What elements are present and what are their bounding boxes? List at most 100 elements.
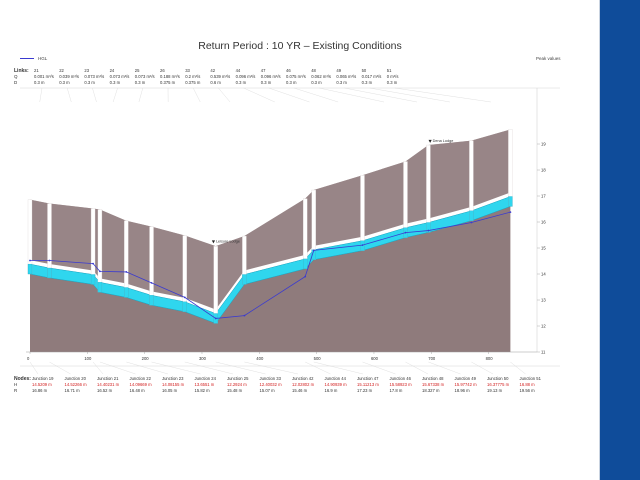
hgl-line [30,211,511,319]
hgl-point [404,231,407,234]
x-tick-label: 800 [486,356,494,361]
x-tick-label: 100 [84,356,92,361]
company-name: R.V. Anderson Associates Limited [468,448,576,456]
node-head: 15.67338 m [422,382,445,387]
x-tick-label: 600 [371,356,379,361]
node-head: 15.58923 m [390,382,413,387]
link-id: 48 [311,68,316,73]
link-leader [369,87,450,103]
y-tick-label: 15 [541,246,546,251]
manhole-bottom [242,274,247,285]
nodes-row-label: Nodes: [14,376,31,382]
node-leader [244,361,299,375]
node-name: Junction 49 [455,376,477,381]
node-head: 12.2924 m [227,382,247,387]
link-flow: 0.073 m³/s [135,74,155,79]
link-leader [193,87,201,103]
link-id: 44 [236,68,241,73]
link-leader [39,87,43,103]
link-id: 21 [34,68,39,73]
sidebar-divider [599,0,600,480]
link-flow: 0.075 m³/s [286,74,306,79]
y-tick-label: 16 [541,220,546,225]
manhole-shaft [47,203,52,279]
node-head: 15.11213 m [357,382,379,387]
link-diameter: 0.3 m [261,80,272,85]
manhole-bottom [469,210,474,221]
node-name: Junction 42 [292,376,314,381]
hgl-point [470,221,473,224]
link-leader [243,87,275,103]
link-leader [394,87,491,103]
manhole-shaft [469,140,474,221]
node-head: 15.97742 m [455,382,478,387]
link-flow: 0.2 m³/s [185,74,200,79]
hgl-point [304,275,307,278]
link-id: 25 [135,68,140,73]
link-leader [67,87,72,103]
node-leader [151,361,201,375]
hgl-legend-swatch [20,58,34,59]
link-flow: 0.073 m³/s [110,74,130,79]
hgl-point [125,271,128,273]
link-id: 50 [362,68,367,73]
link-diameter: 0.3 m [362,80,373,85]
y-tick-label: 18 [541,168,546,173]
node-head: 13.6551 m [195,382,215,387]
node-head: 14.08155 m [162,382,185,387]
link-diameter: 0.3 m [236,80,247,85]
node-rim: 18.96 m [455,388,471,393]
link-diameter: 0.3 m [110,80,121,85]
node-name: Junction 25 [227,376,249,381]
link-id: 42 [210,68,215,73]
node-rim: 16.86 m [32,388,48,393]
manhole-bottom [182,301,187,312]
node-name: Junction 51 [520,376,542,381]
link-id: 49 [336,68,341,73]
link-flow: 0.073 m³/s [84,74,104,79]
location-marker [428,139,432,143]
hgl-point [509,211,512,214]
node-name: Junction 24 [195,376,217,381]
node-name: Junction 19 [32,376,54,381]
link-flow: 0.001 m³/s [34,74,54,79]
link-leader [138,87,143,103]
legend: HGL [20,56,47,61]
hgl-legend-label: HGL [38,56,48,61]
hgl-point [150,281,153,284]
link-id: 22 [59,68,64,73]
node-leader [510,361,526,375]
hgl-point [214,317,217,320]
link-id: 33 [185,68,190,73]
node-name: Junction 47 [357,376,379,381]
manhole-shaft [149,226,154,306]
link-id: 26 [160,68,165,73]
brand-sidebar [600,0,640,480]
hgl-point [99,270,101,273]
node-leader [305,361,331,375]
y-tick-label: 17 [541,194,546,199]
manhole-shaft [426,144,431,233]
link-flow: 0.065 m³/s [336,74,356,79]
link-flow: 0.096 m³/s [261,74,281,79]
node-head: 16.88 m [520,382,536,387]
node-leader [313,361,364,375]
link-id: 23 [84,68,89,73]
manhole-shaft [213,246,218,324]
y-tick-label: 19 [541,142,546,147]
link-diameter: 0.375 m [160,80,176,85]
node-leader [428,361,461,375]
node-name: Junction 48 [422,376,444,381]
manhole-bottom [149,295,154,306]
node-leader [29,361,39,375]
node-rim: 16.71 m [65,388,81,393]
node-rim: 15.46 m [292,388,308,393]
peak-values-label: Peak values [536,56,561,61]
link-diameter: 0.3 m [286,80,297,85]
link-flow: 0.062 m³/s [311,74,331,79]
link-diameter: 0.3 m [34,80,45,85]
node-leader [184,361,234,375]
node-leader [215,361,266,375]
link-diameter: 0.3 m [135,80,146,85]
manhole-shaft [90,208,96,285]
